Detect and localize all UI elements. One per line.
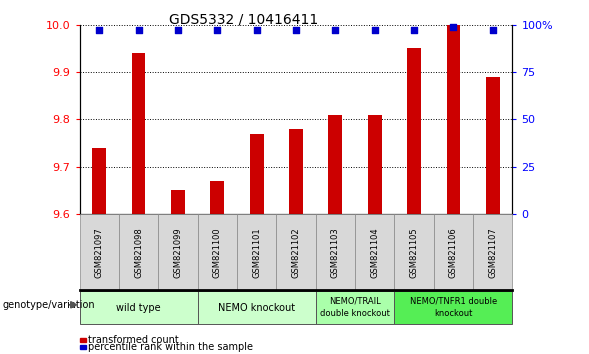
Bar bbox=[171, 190, 185, 214]
Point bbox=[488, 28, 498, 33]
Bar bbox=[210, 181, 224, 214]
Point bbox=[449, 24, 458, 29]
Point bbox=[213, 28, 222, 33]
Text: NEMO/TNFR1 double: NEMO/TNFR1 double bbox=[410, 297, 497, 306]
Text: GSM821105: GSM821105 bbox=[409, 227, 419, 278]
Bar bbox=[407, 48, 421, 214]
Point bbox=[409, 28, 419, 33]
Text: GSM821102: GSM821102 bbox=[292, 227, 300, 278]
Text: GSM821107: GSM821107 bbox=[488, 227, 497, 278]
Bar bbox=[368, 115, 382, 214]
Bar bbox=[250, 134, 263, 214]
Text: GSM821103: GSM821103 bbox=[331, 227, 340, 278]
Text: GSM821104: GSM821104 bbox=[370, 227, 379, 278]
Bar bbox=[446, 25, 460, 214]
Point bbox=[173, 28, 183, 33]
Text: knockout: knockout bbox=[434, 309, 472, 319]
Text: transformed count: transformed count bbox=[88, 335, 179, 345]
Text: NEMO/TRAIL: NEMO/TRAIL bbox=[329, 297, 381, 306]
Bar bbox=[132, 53, 145, 214]
Text: percentile rank within the sample: percentile rank within the sample bbox=[88, 342, 253, 352]
Text: GSM821099: GSM821099 bbox=[173, 227, 183, 278]
Text: GSM821098: GSM821098 bbox=[134, 227, 143, 278]
Bar bbox=[329, 115, 342, 214]
Text: NEMO knockout: NEMO knockout bbox=[218, 303, 295, 313]
Text: GSM821101: GSM821101 bbox=[252, 227, 261, 278]
Text: GSM821106: GSM821106 bbox=[449, 227, 458, 278]
Text: GDS5332 / 10416411: GDS5332 / 10416411 bbox=[170, 12, 319, 27]
Bar bbox=[486, 77, 499, 214]
Text: wild type: wild type bbox=[116, 303, 161, 313]
Point bbox=[252, 28, 262, 33]
Point bbox=[94, 28, 104, 33]
Text: GSM821097: GSM821097 bbox=[95, 227, 104, 278]
Bar bbox=[92, 148, 106, 214]
Point bbox=[291, 28, 300, 33]
Bar bbox=[289, 129, 303, 214]
Point bbox=[330, 28, 340, 33]
Text: double knockout: double knockout bbox=[320, 309, 390, 319]
Text: genotype/variation: genotype/variation bbox=[3, 300, 95, 310]
Point bbox=[134, 28, 143, 33]
Text: GSM821100: GSM821100 bbox=[213, 227, 222, 278]
Point bbox=[370, 28, 379, 33]
